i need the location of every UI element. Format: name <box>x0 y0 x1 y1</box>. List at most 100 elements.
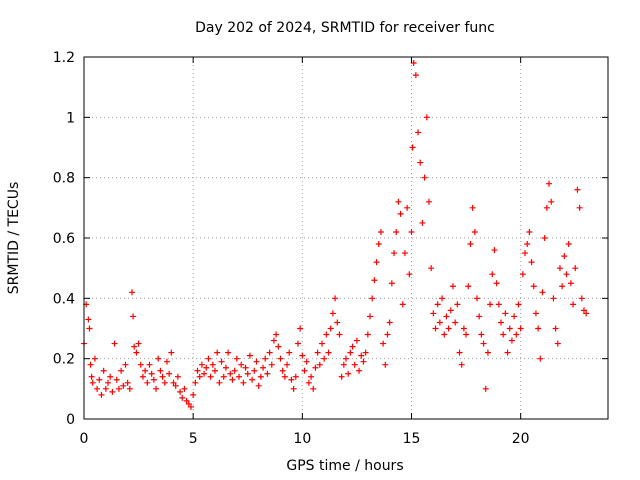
data-point <box>203 365 209 371</box>
data-point <box>371 277 377 283</box>
data-point <box>507 326 513 332</box>
data-point <box>446 326 452 332</box>
data-point <box>306 380 312 386</box>
data-point <box>199 362 205 368</box>
y-tick-label: 0.4 <box>53 291 75 307</box>
data-point <box>465 283 471 289</box>
data-point <box>526 229 532 235</box>
data-point <box>564 271 570 277</box>
data-point <box>89 374 95 380</box>
data-point <box>535 326 541 332</box>
data-point <box>223 365 229 371</box>
data-point <box>474 295 480 301</box>
data-point <box>216 380 222 386</box>
data-point <box>502 310 508 316</box>
data-point <box>127 386 133 392</box>
data-point <box>402 250 408 256</box>
data-point <box>494 280 500 286</box>
data-point <box>105 380 111 386</box>
data-point <box>195 368 201 374</box>
data-point <box>129 289 135 295</box>
data-point <box>103 386 109 392</box>
data-point <box>147 362 153 368</box>
data-point <box>365 332 371 338</box>
data-point <box>352 362 358 368</box>
data-point <box>297 326 303 332</box>
data-point <box>439 295 445 301</box>
data-point <box>273 332 279 338</box>
data-point <box>240 380 246 386</box>
data-point <box>315 350 321 356</box>
data-point <box>130 313 136 319</box>
data-point <box>179 395 185 401</box>
data-point <box>343 356 349 362</box>
data-point <box>544 205 550 211</box>
data-point <box>96 377 102 383</box>
data-point <box>85 316 91 322</box>
data-point <box>153 386 159 392</box>
data-point <box>481 341 487 347</box>
data-point <box>413 72 419 78</box>
data-point <box>166 371 172 377</box>
data-point <box>395 199 401 205</box>
data-point <box>319 341 325 347</box>
data-point <box>249 377 255 383</box>
data-point <box>275 344 281 350</box>
data-point <box>363 350 369 356</box>
data-point <box>234 356 240 362</box>
data-point <box>472 229 478 235</box>
data-point <box>271 338 277 344</box>
data-point <box>293 374 299 380</box>
data-point <box>428 265 434 271</box>
data-point <box>142 368 148 374</box>
data-point <box>579 295 585 301</box>
data-point <box>284 362 290 368</box>
data-point <box>280 368 286 374</box>
data-point <box>160 374 166 380</box>
data-point <box>542 235 548 241</box>
data-point <box>116 386 122 392</box>
data-point <box>461 326 467 332</box>
data-point <box>533 310 539 316</box>
data-point <box>406 271 412 277</box>
y-axis-label: SRMTID / TECUs <box>6 182 22 295</box>
data-point <box>221 374 227 380</box>
data-point <box>566 241 572 247</box>
data-point <box>419 220 425 226</box>
data-point <box>118 368 124 374</box>
data-point <box>376 241 382 247</box>
data-point <box>308 374 314 380</box>
data-point <box>302 368 308 374</box>
data-point <box>323 332 329 338</box>
data-point <box>559 283 565 289</box>
data-point <box>238 362 244 368</box>
data-point <box>511 313 517 319</box>
data-point <box>125 380 131 386</box>
data-point <box>295 341 301 347</box>
data-point <box>393 229 399 235</box>
data-point <box>520 271 526 277</box>
data-point <box>426 199 432 205</box>
data-point <box>299 353 305 359</box>
data-point <box>291 386 297 392</box>
data-point <box>356 368 362 374</box>
data-point <box>251 368 257 374</box>
data-point <box>114 377 120 383</box>
data-point <box>574 187 580 193</box>
data-point <box>86 326 92 332</box>
data-point <box>201 371 207 377</box>
data-point <box>389 280 395 286</box>
data-point <box>487 301 493 307</box>
data-point <box>232 368 238 374</box>
data-point <box>109 389 115 395</box>
data-point <box>229 377 235 383</box>
data-point <box>162 380 168 386</box>
data-point <box>367 313 373 319</box>
data-point <box>467 241 473 247</box>
data-point <box>208 374 214 380</box>
data-point <box>387 319 393 325</box>
data-point <box>483 386 489 392</box>
data-point <box>391 250 397 256</box>
data-point <box>433 326 439 332</box>
data-point <box>312 365 318 371</box>
